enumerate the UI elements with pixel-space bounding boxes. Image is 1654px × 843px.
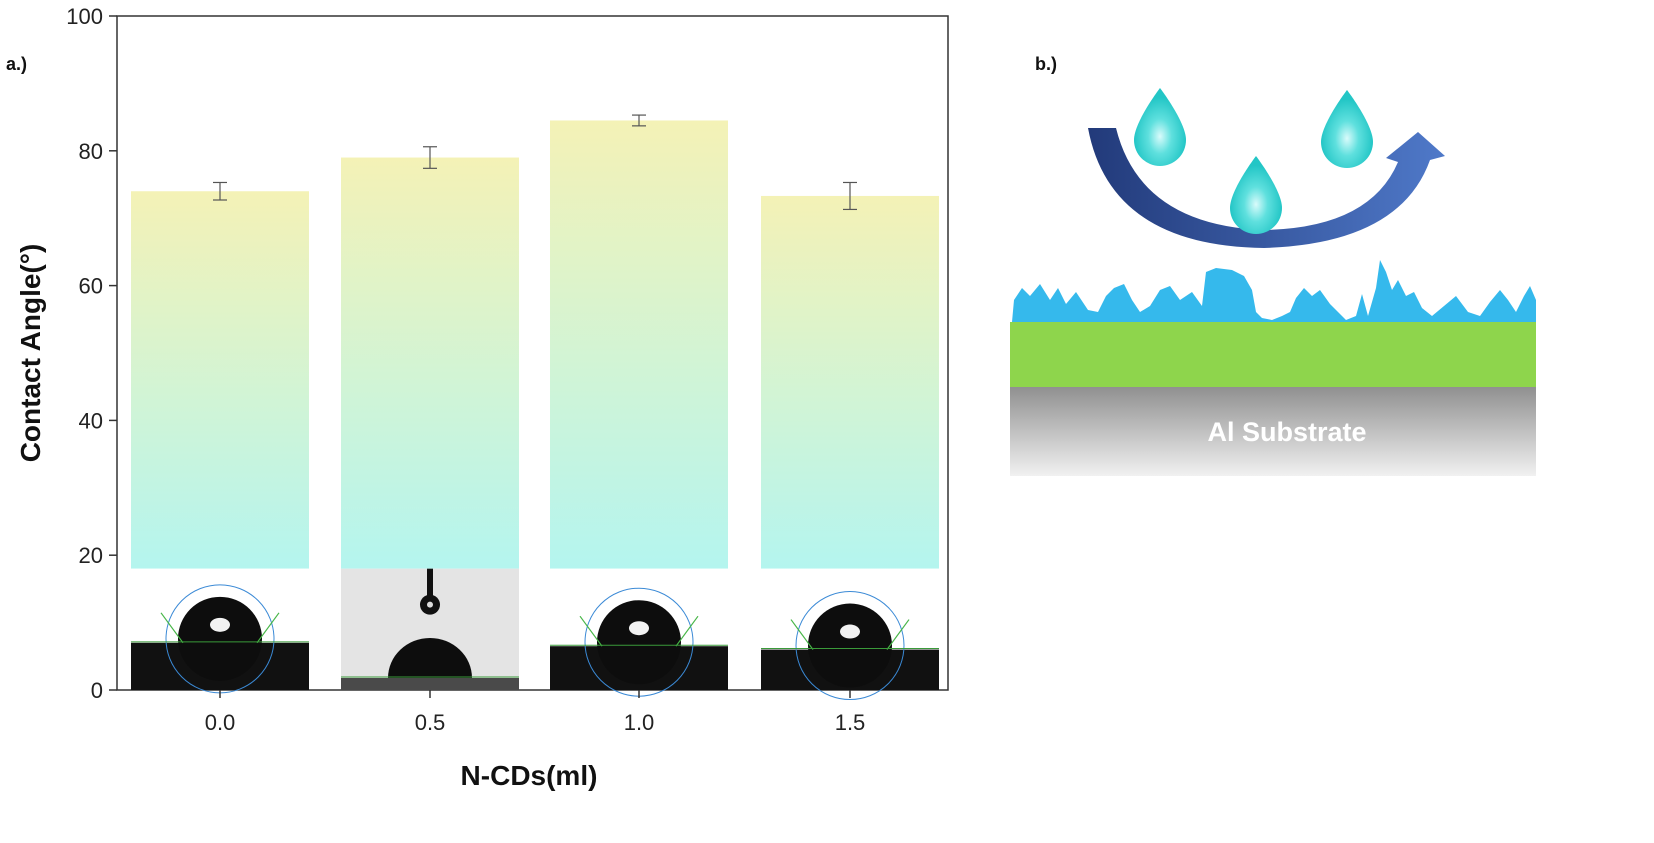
y-axis-title: Contact Angle(°) [15, 244, 46, 463]
panel-b-label: b.) [1035, 54, 1057, 74]
error-bars [213, 114, 857, 211]
y-tick-label: 20 [79, 543, 103, 568]
bounce-arrow-icon [1088, 128, 1445, 248]
contact-angle-chart: 0 20 40 60 80 100 0.0 0.5 1.0 1.5 Contact Angle(… [6, 4, 949, 791]
y-tick-label: 100 [66, 4, 103, 29]
error-bar [423, 146, 437, 169]
y-tick-label: 80 [79, 139, 103, 164]
water-droplet-icon [1321, 90, 1373, 168]
al-substrate [1010, 386, 1536, 476]
bars [131, 120, 939, 569]
bar [761, 195, 939, 569]
water-droplet-icon [1134, 88, 1186, 166]
droplet-photos [131, 568, 939, 701]
x-axis-ticks: 0.0 0.5 1.0 1.5 [205, 690, 866, 735]
substrate-label: Al Substrate [1207, 417, 1366, 447]
x-axis-title: N-CDs(ml) [461, 760, 598, 791]
x-tick-label: 0.0 [205, 710, 236, 735]
bar [550, 120, 728, 569]
x-tick-label: 1.0 [624, 710, 655, 735]
x-tick-label: 0.5 [415, 710, 446, 735]
plot-frame [116, 15, 949, 691]
droplet-photo [341, 568, 519, 690]
droplet-photo [550, 568, 728, 697]
rough-surface [1012, 260, 1536, 322]
droplet-photo [131, 568, 309, 694]
droplet-photo [761, 568, 939, 701]
y-tick-label: 0 [91, 678, 103, 703]
coating-layer [1010, 322, 1536, 387]
bar [341, 157, 519, 569]
hydrophobic-schematic: b.) Al Substrate [1010, 54, 1536, 476]
bar [131, 191, 309, 569]
error-bar [213, 181, 227, 201]
y-tick-label: 40 [79, 408, 103, 433]
panel-a-label: a.) [6, 54, 27, 74]
error-bar [843, 181, 857, 211]
error-bar [632, 114, 646, 127]
x-tick-label: 1.5 [835, 710, 866, 735]
y-tick-label: 60 [79, 274, 103, 299]
water-droplet-icon [1230, 156, 1282, 234]
y-axis-ticks: 0 20 40 60 80 100 [66, 4, 117, 703]
